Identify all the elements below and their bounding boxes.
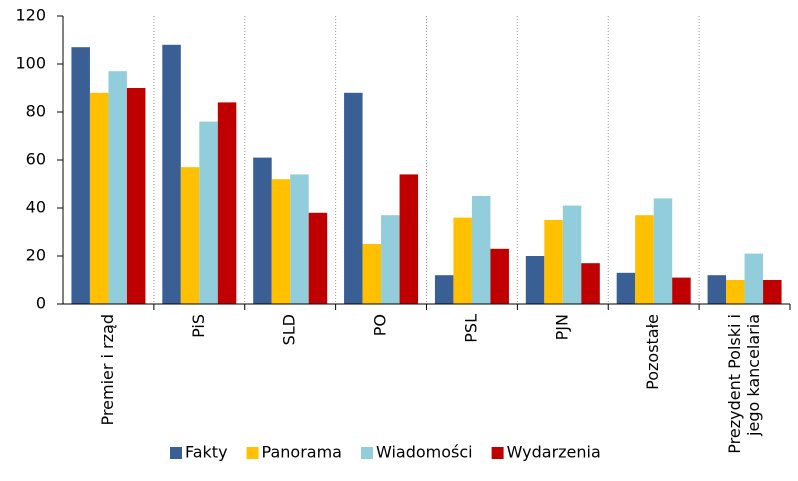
bar: [672, 277, 691, 304]
x-tick-label: Prezydent Polski ijego kancelaria: [725, 314, 763, 454]
legend-label: Panorama: [262, 443, 342, 462]
bar: [344, 92, 363, 304]
bar: [308, 212, 328, 304]
y-tick-label: 120: [15, 6, 46, 25]
bar: [271, 179, 291, 304]
x-tick-label: PSL: [461, 314, 480, 343]
bar: [199, 121, 218, 304]
bar: [453, 217, 472, 304]
bar: [89, 92, 109, 304]
y-tick-label: 100: [15, 54, 46, 73]
x-tick-label: Pozostałe: [643, 314, 662, 390]
bar: [108, 71, 127, 304]
bar: [707, 275, 727, 304]
legend-swatch: [170, 447, 182, 459]
bar: [471, 196, 491, 304]
legend-label: Wydarzenia: [507, 443, 601, 462]
bar: [635, 215, 654, 304]
x-tick-label: Premier i rząd: [98, 314, 117, 425]
y-tick-label: 0: [36, 294, 46, 313]
bar: [616, 272, 636, 304]
bar: [490, 248, 509, 304]
y-tick-label: 40: [26, 198, 46, 217]
legend-label: Fakty: [185, 443, 228, 462]
bar: [180, 167, 200, 304]
x-tick-label: PiS: [189, 314, 208, 338]
bar: [162, 44, 181, 305]
y-tick-label: 80: [26, 102, 46, 121]
bar: [290, 174, 309, 304]
bar: [653, 198, 673, 304]
bar: [562, 205, 582, 304]
bar: [362, 244, 382, 304]
bar: [544, 220, 563, 304]
bar: [399, 174, 419, 304]
x-tick-label-line: jego kancelaria: [744, 314, 763, 437]
bar: [71, 47, 90, 304]
x-tick-label-line: Prezydent Polski i: [725, 314, 744, 454]
bar: [525, 256, 545, 304]
x-tick-label: PO: [371, 314, 390, 336]
bar: [744, 253, 764, 304]
legend-label: Wiadomości: [376, 443, 473, 462]
bar: [434, 275, 454, 304]
legend-swatch: [491, 447, 504, 459]
x-tick-label: SLD: [280, 314, 299, 345]
legend-swatch: [360, 447, 373, 459]
legend-swatch: [246, 447, 259, 459]
bar: [381, 215, 400, 304]
bar: [126, 88, 146, 304]
y-tick-label: 60: [26, 150, 46, 169]
bar: [217, 102, 237, 305]
bar: [726, 280, 745, 304]
x-tick-label: PJN: [552, 314, 571, 340]
bar: [763, 280, 782, 304]
bar: [253, 157, 272, 304]
bar: [581, 263, 600, 304]
y-tick-label: 20: [26, 246, 46, 265]
